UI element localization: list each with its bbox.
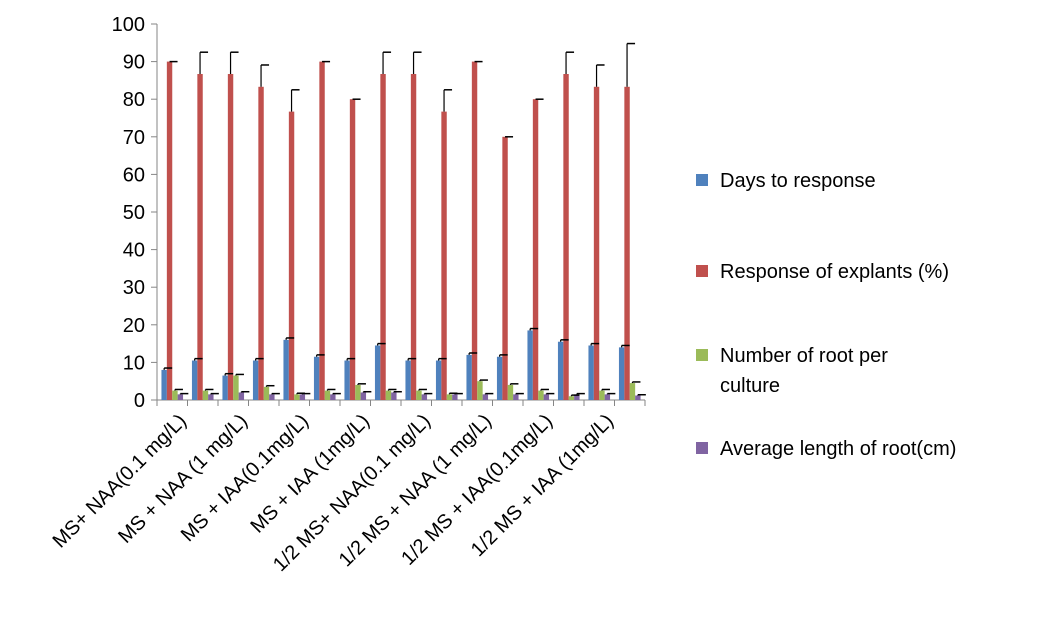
bar [629,383,636,400]
bar [208,394,214,400]
bar [496,356,503,400]
bar [624,86,630,401]
bar [527,330,533,400]
bar [557,341,564,400]
error-bars [163,42,646,397]
bar [191,360,198,400]
legend: Days to response Response of explants (%)… [696,170,956,460]
bar [197,74,203,401]
bar [435,360,442,400]
bar [385,390,392,400]
y-tick-label: 20 [123,315,145,337]
bar [482,394,489,400]
bar [324,390,331,400]
axes [151,23,646,406]
legend-swatch [696,265,708,277]
bar [471,61,478,400]
bar [477,381,483,400]
legend-label-line: Number of root per [720,345,888,367]
y-tick-label: 100 [112,14,145,36]
bar [288,111,295,400]
bar [380,74,386,401]
bar [177,394,184,400]
bar [360,392,367,400]
bar [227,74,234,401]
bar [269,394,275,400]
bar [374,345,381,400]
bar [330,394,336,400]
bar [410,74,417,401]
bar [604,394,611,400]
bar [452,394,458,400]
y-tick-label: 60 [123,164,145,186]
bar [222,375,228,400]
bar [391,392,397,400]
bar [283,339,289,400]
y-tick-label: 10 [123,352,145,374]
bar [172,390,178,400]
bar [166,61,173,400]
bar [502,136,508,401]
bar [538,390,544,400]
bar [466,354,472,400]
y-tick-label: 0 [134,390,145,412]
bar [319,61,325,400]
legend-label: Average length of root(cm) [720,438,956,460]
y-tick-label: 30 [123,277,145,299]
bar [202,390,209,400]
bar [441,111,447,400]
legend-swatch [696,349,708,361]
y-tick-labels: 0 10 20 30 40 50 60 70 80 90 100 [112,14,145,412]
x-category-labels: MS+ NAA(0.1 mg/L)MS + NAA (1 mg/L)MS + I… [49,410,618,576]
legend-label: Response of explants (%) [720,261,949,283]
bar [161,369,167,400]
bar [233,375,239,400]
bar [507,384,514,400]
bars [161,61,641,401]
bar [543,394,550,400]
y-tick-label: 70 [123,127,145,149]
legend-label-line: culture [720,375,780,397]
bar [618,347,625,400]
bar [344,360,350,400]
bar [263,386,270,400]
legend-swatch [696,442,708,454]
bar [446,394,453,400]
bar [421,394,428,400]
legend-label: Number of root per culture [720,345,888,397]
bar [349,99,356,400]
bar [405,360,411,400]
bar [563,74,569,401]
bar [513,394,519,400]
bar [532,99,539,400]
bar [635,395,641,400]
bar [588,345,594,400]
y-tick-label: 90 [123,52,145,74]
bar [574,394,580,400]
bar [568,396,575,400]
bar [599,390,605,400]
bar [252,360,259,400]
y-tick-label: 40 [123,240,145,262]
bar [416,390,422,400]
bar [238,392,245,400]
bar [299,394,306,400]
bar [294,394,300,400]
bar [258,86,264,401]
bar [355,384,361,400]
legend-label: Days to response [720,170,876,192]
y-tick-label: 80 [123,89,145,111]
bar [593,86,600,401]
y-tick-label: 50 [123,202,145,224]
bar [313,356,320,400]
legend-swatch [696,174,708,186]
